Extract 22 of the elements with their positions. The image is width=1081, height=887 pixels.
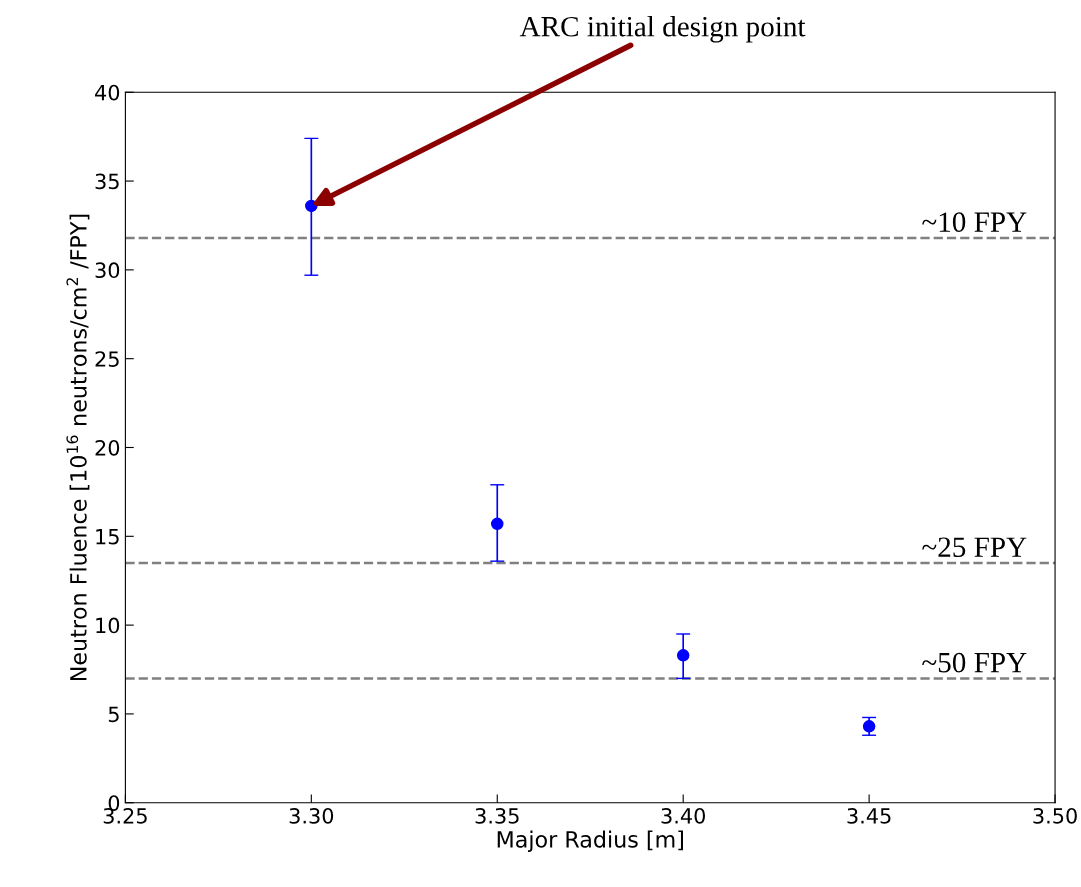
x-tick-label: 3.40 <box>661 807 705 824</box>
point <box>862 720 876 733</box>
y-tick-label: 35 <box>95 173 119 190</box>
x-tick-label: 3.50 <box>1033 807 1077 824</box>
y-tick-label: 25 <box>95 351 119 367</box>
annotation: ARC initial design point <box>519 15 806 43</box>
y-tick-label: 10 <box>96 617 120 634</box>
y-tick-label: 5 <box>108 706 119 723</box>
y-axis-title: Neutron Fluence [10$^{16}$ neutrons/cm$^{2}$ /FPY] <box>66 214 90 681</box>
ref-line-label: ~50 FPY <box>922 652 1027 673</box>
x-tick-label: 3.45 <box>847 807 891 824</box>
y-tick-label: 30 <box>95 262 120 279</box>
point <box>676 649 690 662</box>
y-tick-label: 40 <box>95 84 120 101</box>
y-tick-label: 15 <box>96 529 119 545</box>
point <box>491 517 504 531</box>
y-tick-label: 20 <box>95 439 120 456</box>
x-axis-title: Major Radius [m] <box>497 830 683 853</box>
ref-line-label: ~25 FPY <box>922 537 1027 558</box>
ref-line-label: ~10 FPY <box>922 212 1027 232</box>
x-tick-label: 3.35 <box>475 807 519 824</box>
x-tick-label: 3.30 <box>289 807 334 824</box>
